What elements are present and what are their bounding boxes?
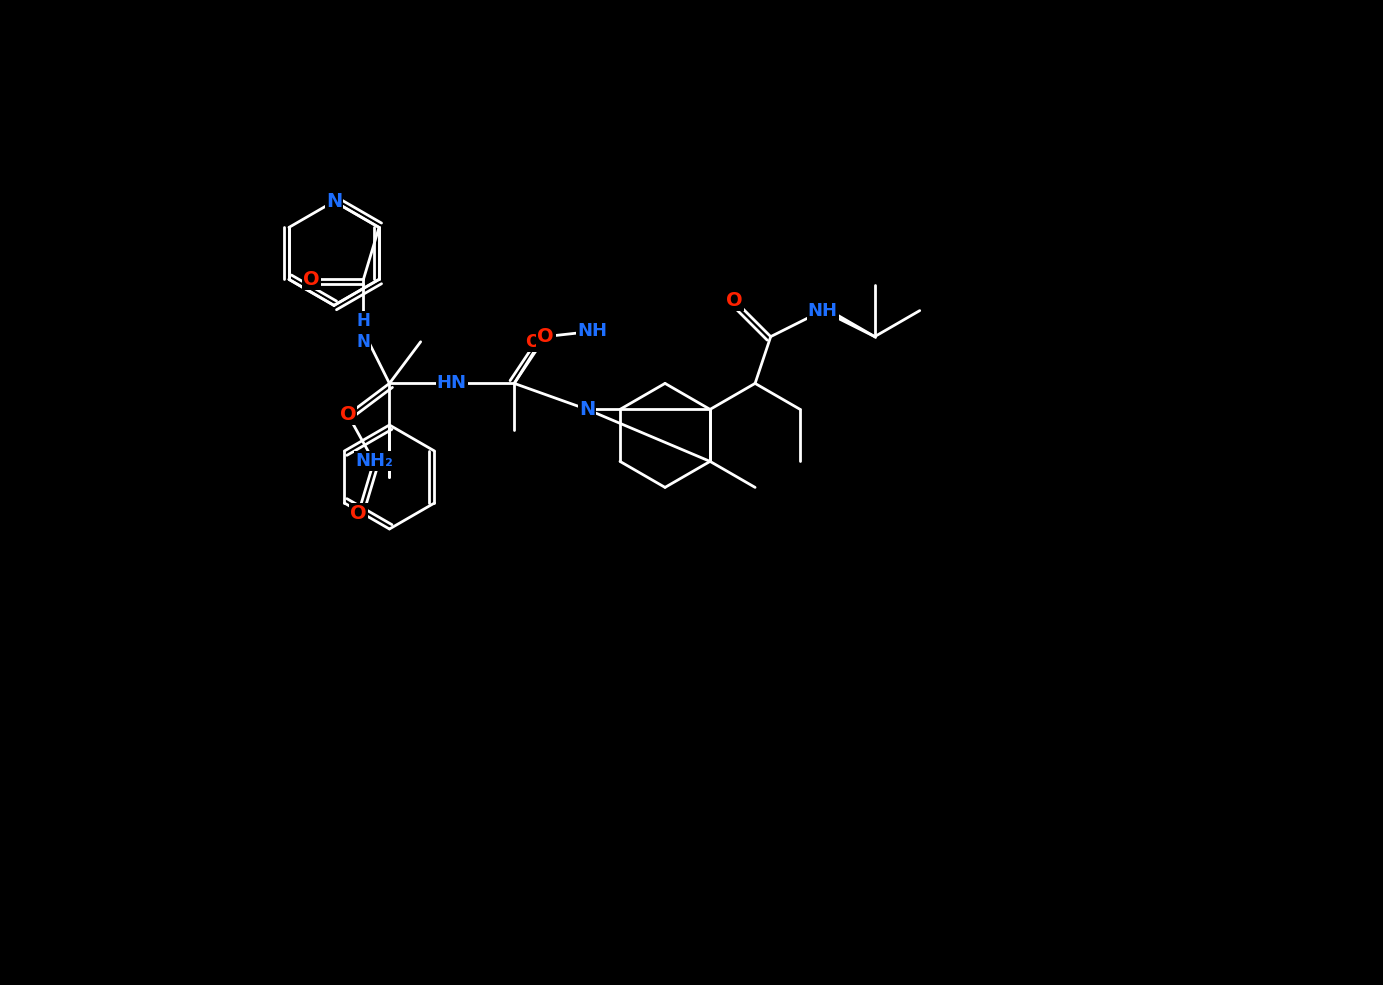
Text: H
N: H N [357, 312, 371, 351]
Text: O: O [350, 504, 366, 523]
Text: NH: NH [808, 301, 838, 319]
Text: O: O [303, 270, 319, 289]
Text: O: O [726, 291, 743, 309]
Text: N: N [579, 400, 595, 419]
Text: NH₂: NH₂ [355, 452, 393, 471]
Text: OH: OH [526, 333, 556, 351]
Text: HN: HN [437, 374, 467, 392]
Text: N: N [326, 192, 342, 211]
Text: O: O [537, 327, 553, 346]
Text: NH: NH [577, 322, 607, 341]
Text: O: O [339, 405, 357, 425]
